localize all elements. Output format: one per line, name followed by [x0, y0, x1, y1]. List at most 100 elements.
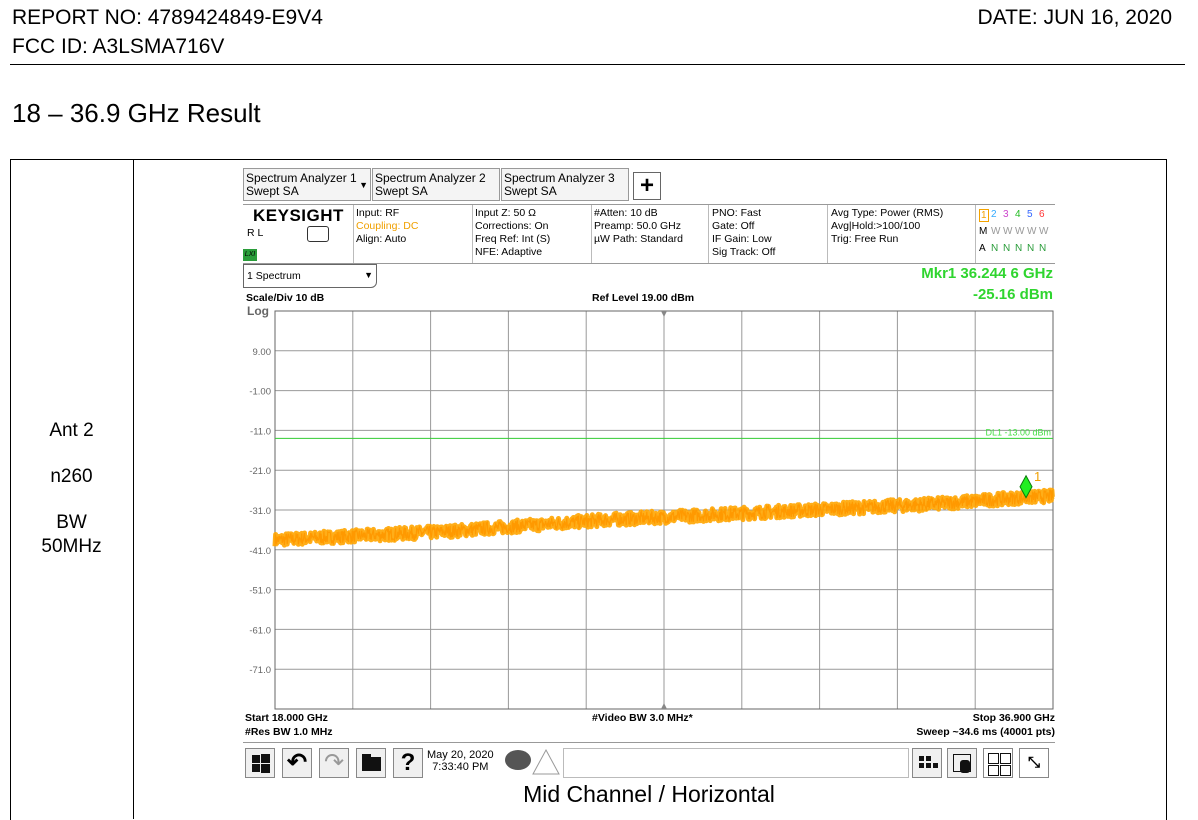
uw-path-setting: µW Path: Standard	[594, 233, 683, 245]
tab-spectrum-analyzer-3[interactable]: Spectrum Analyzer 3 Swept SA	[501, 168, 629, 201]
trace-number-3: 3	[1003, 209, 1009, 220]
y-tick-label: -1.00	[249, 387, 271, 398]
y-tick-label: -51.0	[249, 586, 271, 597]
trace-detector-6: N	[1039, 243, 1047, 254]
folder-icon[interactable]	[356, 748, 386, 778]
center-marker-top	[661, 311, 667, 317]
trace-number-2: 2	[991, 209, 997, 220]
bandwidth-label-line2: 50MHz	[41, 536, 102, 557]
nfe-setting: NFE: Adaptive	[475, 246, 543, 258]
trace-number-1: 1	[979, 209, 989, 222]
start-frequency: Start 18.000 GHz	[245, 712, 328, 724]
marker-1	[1019, 474, 1033, 499]
report-date: DATE: JUN 16, 2020	[977, 6, 1172, 29]
tab-spectrum-analyzer-2[interactable]: Spectrum Analyzer 2 Swept SA	[372, 168, 500, 201]
rl-indicator: R L	[247, 227, 264, 239]
info-bar: KEYSIGHT R L LXI Input: RF Coupling: DC …	[243, 204, 1055, 264]
tab-spectrum-analyzer-1[interactable]: Spectrum Analyzer 1 Swept SA ▼	[243, 168, 371, 201]
preamp-setting: Preamp: 50.0 GHz	[594, 220, 681, 232]
keypad-icon[interactable]	[912, 748, 942, 778]
warning-icon	[532, 748, 560, 775]
scale-div-label: Scale/Div 10 dB	[246, 292, 325, 304]
gate-setting: Gate: Off	[712, 220, 755, 232]
touch-icon[interactable]	[947, 748, 977, 778]
video-bw: #Video BW 3.0 MHz*	[592, 712, 693, 724]
clock: May 20, 2020 7:33:40 PM	[427, 749, 494, 773]
windows-icon[interactable]	[245, 748, 275, 778]
result-table	[10, 159, 1167, 820]
pno-setting: PNO: Fast	[712, 207, 762, 219]
y-tick-label: -31.0	[249, 506, 271, 517]
sig-track-setting: Sig Track: Off	[712, 246, 776, 258]
trace-type-5: W	[1027, 226, 1037, 237]
avg-hold-setting: Avg|Hold:>100/100	[831, 220, 921, 232]
corrections-setting: Corrections: On	[475, 220, 549, 232]
tab-2-mode: Swept SA	[375, 184, 428, 198]
y-tick-label: -61.0	[249, 625, 271, 636]
view-selector[interactable]: 1 Spectrum ▼	[243, 264, 377, 288]
y-tick-label: -71.0	[249, 665, 271, 676]
add-tab-button[interactable]: +	[633, 172, 661, 200]
tab-3-mode: Swept SA	[504, 184, 557, 198]
input-z-setting: Input Z: 50 Ω	[475, 207, 536, 219]
tab-3-title: Spectrum Analyzer 3	[504, 171, 615, 185]
tab-2-title: Spectrum Analyzer 2	[375, 171, 486, 185]
trace-type-2: W	[991, 226, 1001, 237]
input-setting: Input: RF	[356, 207, 400, 219]
trace-type-1: M	[979, 226, 988, 237]
chevron-down-icon: ▼	[364, 270, 373, 280]
marker-1-label: 1	[1034, 469, 1041, 484]
trace-1-detail	[274, 489, 1054, 547]
bandwidth-label-line1: BW	[56, 512, 87, 533]
trace-type-6: W	[1039, 226, 1049, 237]
clock-time: 7:33:40 PM	[432, 761, 489, 773]
ref-level-label: Ref Level 19.00 dBm	[592, 292, 695, 304]
lxi-badge: LXI	[243, 249, 257, 261]
status-message-area	[563, 748, 909, 778]
align-setting: Align: Auto	[356, 233, 407, 245]
spectrum-analyzer-screen: Spectrum Analyzer 1 Swept SA ▼ Spectrum …	[243, 168, 1055, 778]
redo-icon[interactable]: ↷	[319, 748, 349, 778]
stop-frequency: Stop 36.900 GHz	[972, 712, 1055, 724]
y-tick-label: -41.0	[249, 546, 271, 557]
table-column-divider	[133, 159, 134, 819]
freq-ref-setting: Freq Ref: Int (S)	[475, 233, 551, 245]
trace-detector-3: N	[1003, 243, 1011, 254]
multi-window-icon[interactable]	[983, 748, 1013, 778]
tab-1-title: Spectrum Analyzer 1	[246, 171, 357, 185]
tab-1-mode: Swept SA	[246, 184, 299, 198]
center-marker-bottom	[661, 703, 667, 709]
trace-detector-2: N	[991, 243, 999, 254]
trace-type-4: W	[1015, 226, 1025, 237]
trace-number-6: 6	[1039, 209, 1045, 220]
if-gain-setting: IF Gain: Low	[712, 233, 772, 245]
undo-icon[interactable]: ↶	[282, 748, 312, 778]
keysight-logo: KEYSIGHT	[253, 206, 344, 225]
tab-dropdown-icon: ▼	[359, 180, 368, 190]
coupling-setting: Coupling: DC	[356, 220, 419, 232]
atten-setting: #Atten: 10 dB	[594, 207, 658, 219]
spectrum-plot: 9.00 -1.00 -11.0 -21.0 -31.0 -41.0 -51.0 -61.0 -…	[249, 310, 1055, 710]
marker-amplitude: -25.16 dBm	[972, 286, 1053, 303]
y-tick-label: -21.0	[249, 466, 271, 477]
trace-number-4: 4	[1015, 209, 1021, 220]
avg-type-setting: Avg Type: Power (RMS)	[831, 207, 944, 219]
message-icon[interactable]	[505, 750, 531, 770]
fullscreen-icon[interactable]: ⤡	[1019, 748, 1049, 778]
trace-detector-4: N	[1015, 243, 1023, 254]
y-tick-label: -11.0	[250, 426, 271, 437]
return-icon[interactable]	[307, 226, 329, 242]
trace-type-3: W	[1003, 226, 1013, 237]
res-bw: #Res BW 1.0 MHz	[245, 726, 333, 738]
trace-detector-5: N	[1027, 243, 1035, 254]
fcc-id: FCC ID: A3LSMA716V	[12, 35, 225, 58]
y-tick-label: 9.00	[253, 347, 272, 358]
header-rule	[10, 64, 1185, 65]
marker-frequency: Mkr1 36.244 6 GHz	[921, 265, 1053, 282]
band-label: n260	[50, 466, 93, 487]
caption: Mid Channel / Horizontal	[523, 781, 775, 807]
log-label: Log	[247, 304, 269, 318]
help-icon[interactable]: ?	[393, 748, 423, 778]
trace-number-5: 5	[1027, 209, 1033, 220]
